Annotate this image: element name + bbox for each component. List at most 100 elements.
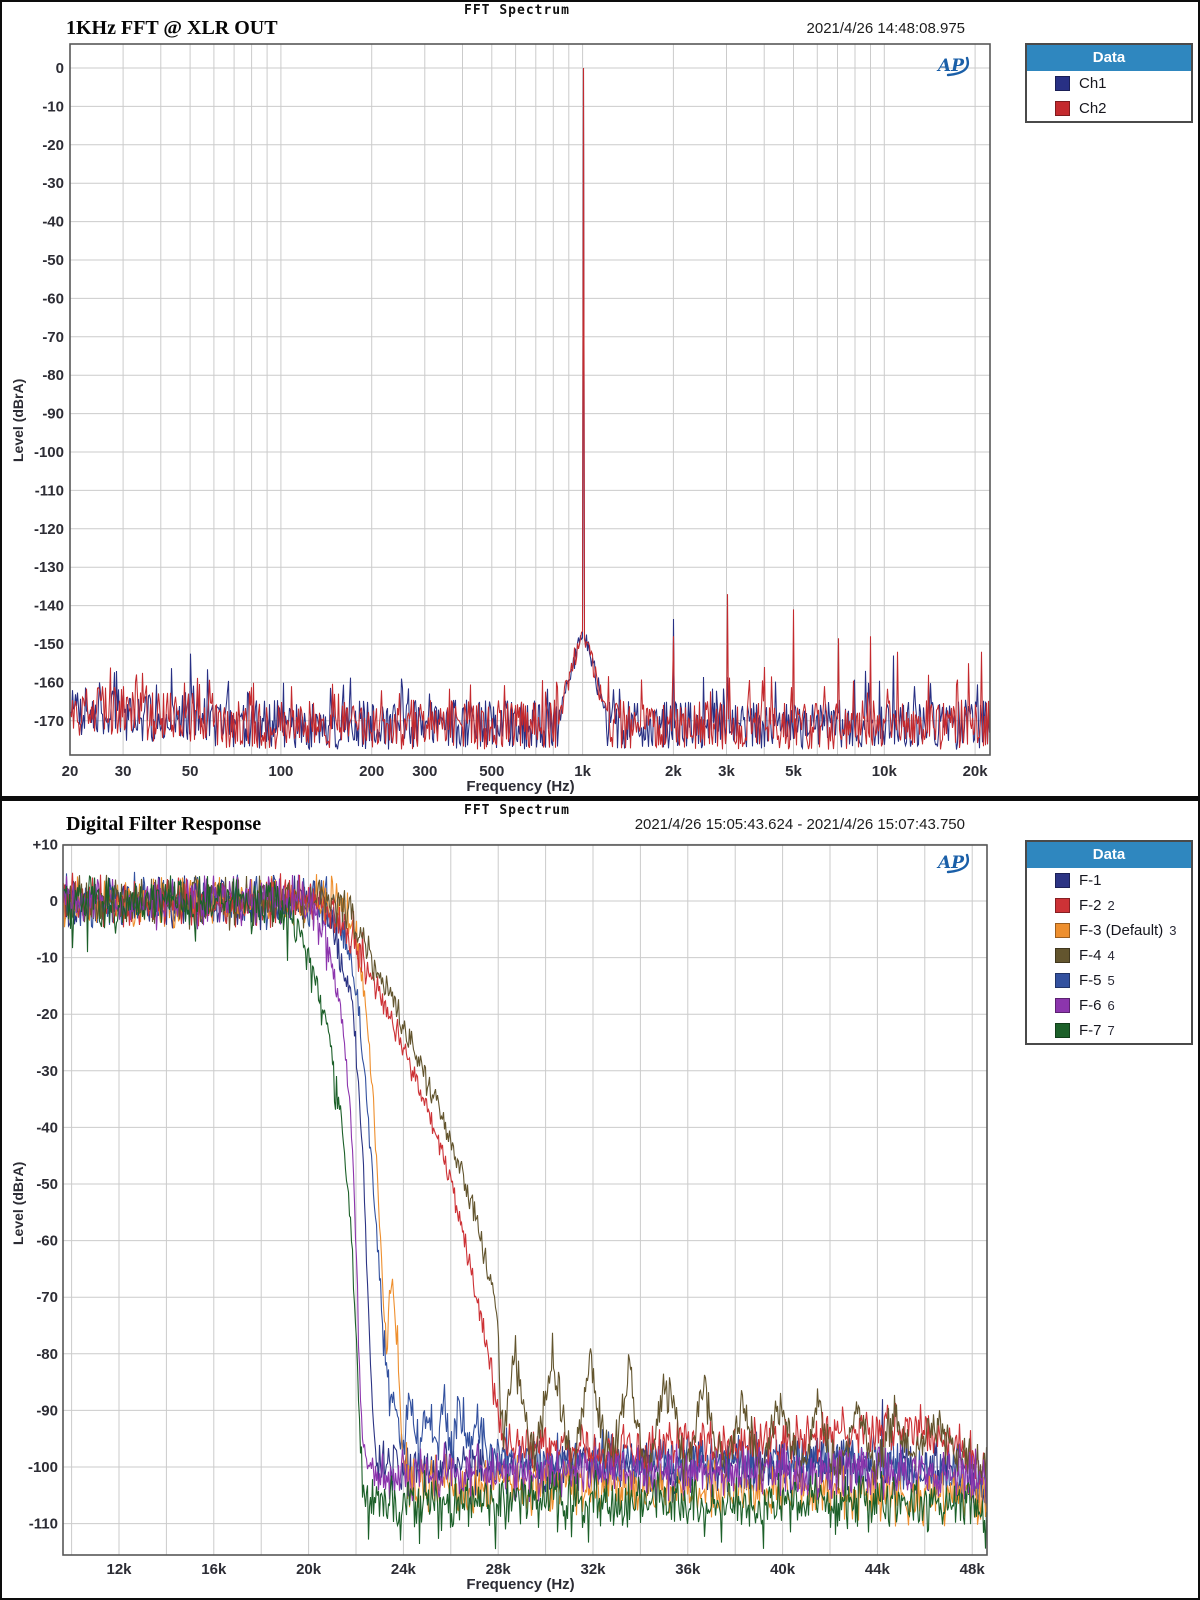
series-ch2	[69, 67, 991, 750]
legend-label: Ch2	[1079, 100, 1107, 117]
chart2-tick-labels: 12k 16k 20k 24k 28k 32k 36k 40k 44k 48k +10 0 -10 -20…	[28, 836, 985, 1578]
legend-tag: 5	[1107, 973, 1115, 988]
svg-text:-120: -120	[34, 521, 64, 538]
legend-label: F-2	[1079, 897, 1102, 914]
legend-item-f-7[interactable]: F-7 7	[1027, 1018, 1191, 1043]
chart-timestamp-bottom: 2021/4/26 15:05:43.624 - 2021/4/26 15:07…	[634, 816, 965, 833]
legend-item-ch1[interactable]: Ch1	[1027, 71, 1191, 96]
chart-title-bottom: Digital Filter Response	[66, 813, 262, 835]
chart2-series	[62, 871, 988, 1550]
svg-text:500: 500	[479, 763, 504, 780]
svg-text:+10: +10	[33, 836, 58, 853]
svg-text:1k: 1k	[574, 763, 591, 780]
svg-text:-150: -150	[34, 636, 64, 653]
svg-text:300: 300	[412, 763, 437, 780]
svg-text:20k: 20k	[296, 1561, 322, 1578]
svg-text:-30: -30	[42, 175, 64, 192]
svg-text:5k: 5k	[785, 763, 802, 780]
legend-item-ch2[interactable]: Ch2	[1027, 96, 1191, 121]
series-f-2	[62, 872, 988, 1497]
svg-text:48k: 48k	[960, 1561, 986, 1578]
svg-text:-50: -50	[42, 252, 64, 269]
legend-swatch	[1055, 1023, 1070, 1038]
svg-text:28k: 28k	[486, 1561, 512, 1578]
svg-text:-70: -70	[42, 329, 64, 346]
svg-text:-140: -140	[34, 598, 64, 615]
svg-text:-60: -60	[36, 1233, 58, 1250]
legend-swatch	[1055, 948, 1070, 963]
legend-item-f-5[interactable]: F-5 5	[1027, 968, 1191, 993]
series-f-7	[63, 875, 988, 1550]
ap-logo: AP	[936, 52, 972, 77]
legend-swatch	[1055, 873, 1070, 888]
svg-text:-80: -80	[42, 367, 64, 384]
legend-label: F-4	[1079, 947, 1102, 964]
svg-text:-20: -20	[42, 137, 64, 154]
legend-tag: 3	[1169, 923, 1177, 938]
chart-timestamp-top: 2021/4/26 14:48:08.975	[806, 20, 965, 37]
svg-text:40k: 40k	[770, 1561, 796, 1578]
series-ch1	[69, 67, 991, 751]
svg-text:-70: -70	[36, 1289, 58, 1306]
svg-text:-10: -10	[36, 950, 58, 967]
svg-text:-50: -50	[36, 1176, 58, 1193]
legend-tag: 6	[1107, 998, 1115, 1013]
legend-swatch	[1055, 101, 1070, 116]
legend-label: Ch1	[1079, 75, 1107, 92]
svg-text:AP: AP	[936, 56, 965, 76]
chart2: 12k 16k 20k 24k 28k 32k 36k 40k 44k 48k +10 0 -10 -20…	[28, 836, 988, 1578]
panel-divider	[2, 796, 1198, 801]
legend-item-f-2[interactable]: F-2 2	[1027, 893, 1191, 918]
svg-text:-40: -40	[42, 214, 64, 231]
svg-text:12k: 12k	[106, 1561, 132, 1578]
svg-text:-110: -110	[29, 1516, 58, 1533]
legend-swatch	[1055, 973, 1070, 988]
svg-text:24k: 24k	[391, 1561, 417, 1578]
svg-text:-100: -100	[28, 1459, 58, 1476]
svg-text:-20: -20	[36, 1006, 58, 1023]
svg-text:0: 0	[56, 60, 64, 77]
svg-text:36k: 36k	[675, 1561, 701, 1578]
legend-title: Data	[1027, 45, 1191, 71]
svg-text:16k: 16k	[201, 1561, 227, 1578]
legend-items: Ch1 Ch2	[1027, 71, 1191, 121]
legend-bottom: Data F-1 F-2 2 F-3 (Default) 3 F-4 4 F-5 5 F-6 6 F-…	[1025, 840, 1193, 1045]
svg-text:50: 50	[182, 763, 199, 780]
chart-title-top: 1KHz FFT @ XLR OUT	[66, 17, 278, 39]
legend-tag: 7	[1107, 1023, 1115, 1038]
svg-text:-60: -60	[42, 290, 64, 307]
panel-header-top: FFT Spectrum	[464, 3, 570, 18]
legend-label: F-1	[1079, 872, 1102, 889]
svg-text:0: 0	[50, 893, 58, 910]
svg-text:-110: -110	[35, 482, 64, 499]
legend-item-f-4[interactable]: F-4 4	[1027, 943, 1191, 968]
svg-text:-90: -90	[42, 406, 64, 423]
x-axis-label-bottom: Frequency (Hz)	[466, 1576, 575, 1593]
svg-text:3k: 3k	[718, 763, 735, 780]
chart1-series	[69, 67, 991, 751]
series-f-4	[62, 874, 988, 1496]
legend-swatch	[1055, 998, 1070, 1013]
legend-label: F-5	[1079, 972, 1102, 989]
svg-text:AP: AP	[936, 853, 965, 873]
svg-text:-160: -160	[34, 674, 64, 691]
svg-text:-100: -100	[34, 444, 64, 461]
legend-tag: 4	[1107, 948, 1115, 963]
legend-item-f-6[interactable]: F-6 6	[1027, 993, 1191, 1018]
svg-text:200: 200	[359, 763, 384, 780]
chart1-tick-labels: 20 30 50 100 200 300 500 1k 2k 3k 5k 10k 20k 0 -10 -20 -…	[34, 60, 988, 780]
svg-text:10k: 10k	[872, 763, 898, 780]
ap-logo: AP	[936, 849, 972, 874]
series-f-1	[62, 874, 988, 1520]
legend-item-f-1[interactable]: F-1	[1027, 868, 1191, 893]
legend-items: F-1 F-2 2 F-3 (Default) 3 F-4 4 F-5 5 F-6 6 F-7 7	[1027, 868, 1191, 1043]
panel-header-bottom: FFT Spectrum	[464, 803, 570, 818]
chart2-border	[62, 844, 988, 1556]
svg-text:-40: -40	[36, 1119, 58, 1136]
chart1-border	[69, 43, 991, 756]
legend-item-f-3[interactable]: F-3 (Default) 3	[1027, 918, 1191, 943]
svg-text:-90: -90	[36, 1402, 58, 1419]
legend-swatch	[1055, 76, 1070, 91]
legend-label: F-3 (Default)	[1079, 922, 1164, 939]
